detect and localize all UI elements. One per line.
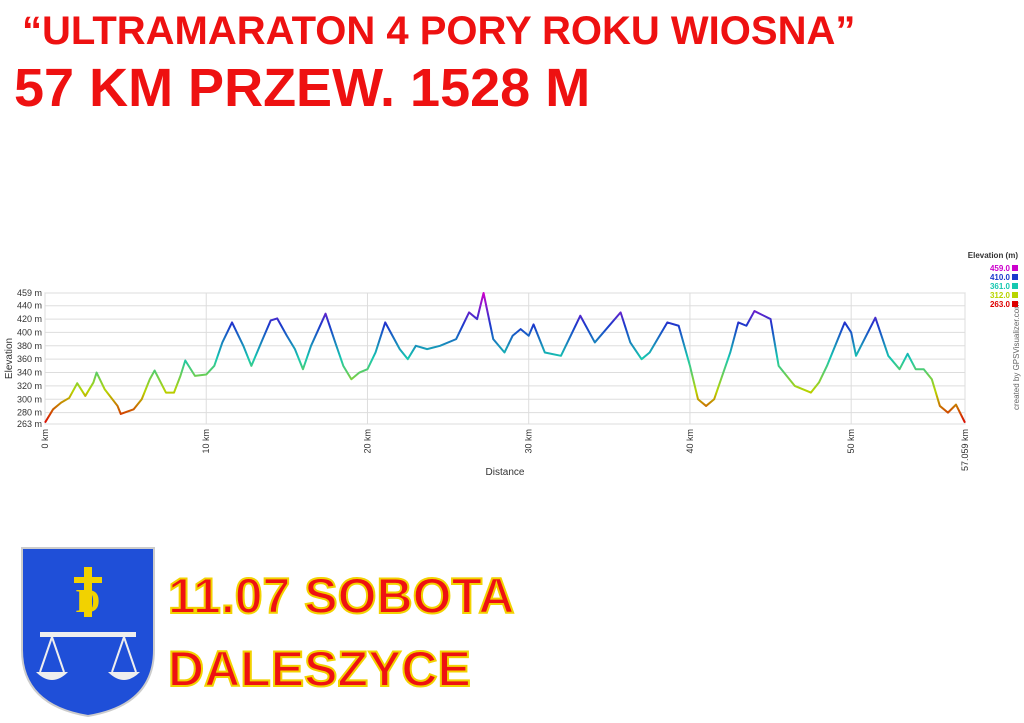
legend-label: 312.0 <box>990 291 1011 300</box>
y-tick-label: 340 m <box>17 368 42 378</box>
event-place: DALESZYCE <box>168 641 471 697</box>
y-tick-label: 280 m <box>17 408 42 418</box>
coat-of-arms: D <box>21 547 155 718</box>
x-tick-label: 57.059 km <box>960 429 970 471</box>
y-tick-label: 459 m <box>17 288 42 298</box>
legend-swatch <box>1012 283 1018 289</box>
elevation-line <box>44 292 966 424</box>
y-tick-label: 420 m <box>17 314 42 324</box>
x-tick-label: 20 km <box>362 429 372 454</box>
legend-label: 459.0 <box>990 264 1011 273</box>
x-tick-label: 10 km <box>201 429 211 454</box>
legend-label: 361.0 <box>990 282 1011 291</box>
credit: created by GPSVisualizer.com <box>1012 302 1021 410</box>
x-tick-label: 30 km <box>524 429 534 454</box>
legend-label: 263.0 <box>990 300 1011 309</box>
subheadline: 57 KM PRZEW. 1528 M <box>14 58 590 118</box>
y-tick-label: 380 m <box>17 341 42 351</box>
legend-title: Elevation (m) <box>968 251 1019 260</box>
x-tick-label: 40 km <box>685 429 695 454</box>
legend-label: 410.0 <box>990 273 1011 282</box>
headline: “ULTRAMARATON 4 PORY ROKU WIOSNA” <box>22 9 855 53</box>
y-tick-label: 263 m <box>17 419 42 429</box>
y-tick-label: 440 m <box>17 301 42 311</box>
svg-text:D: D <box>76 583 101 620</box>
plot-area <box>44 292 966 425</box>
legend-swatch <box>1012 265 1018 271</box>
legend-swatch <box>1012 274 1018 280</box>
x-tick-label: 0 km <box>40 429 50 449</box>
x-axis-label: Distance <box>486 467 525 478</box>
y-axis-label: Elevation <box>4 338 15 379</box>
legend-swatch <box>1012 292 1018 298</box>
x-tick-label: 50 km <box>846 429 856 454</box>
legend-swatch <box>1012 301 1018 307</box>
y-tick-label: 400 m <box>17 327 42 337</box>
y-tick-label: 320 m <box>17 381 42 391</box>
y-tick-label: 300 m <box>17 394 42 404</box>
y-tick-label: 360 m <box>17 354 42 364</box>
event-date: 11.07 SOBOTA <box>168 568 514 624</box>
